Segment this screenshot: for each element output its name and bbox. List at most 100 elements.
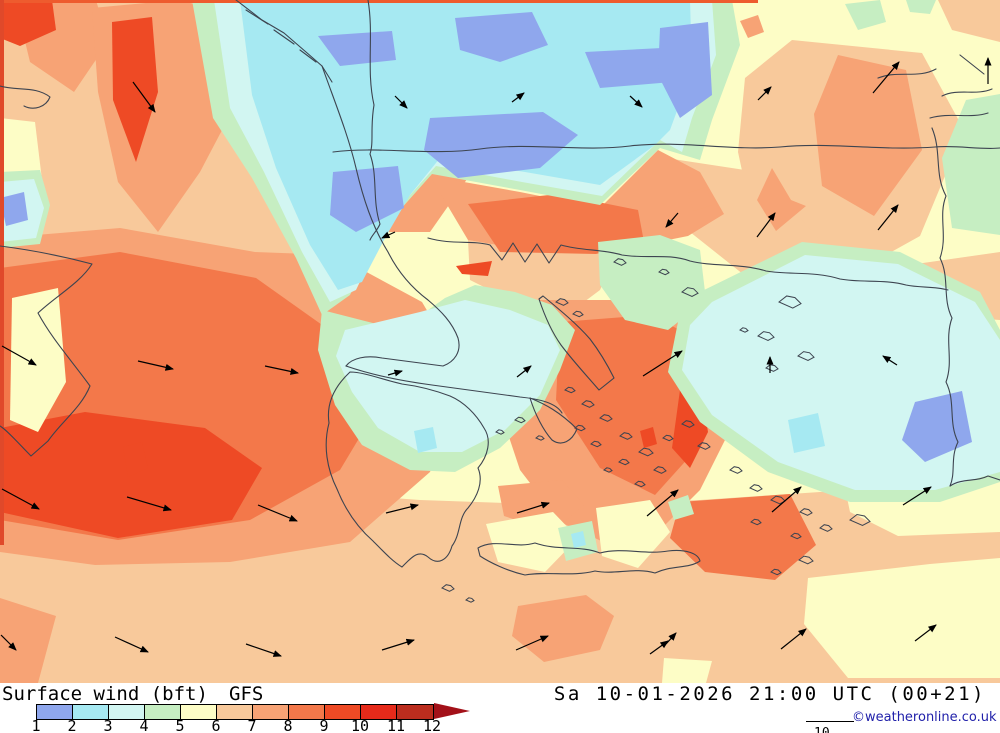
island-outline xyxy=(603,467,613,473)
wind-region-bft-2 xyxy=(414,427,437,453)
coastlines xyxy=(0,0,1000,603)
wind-region-bft-3 xyxy=(336,300,560,452)
coastline-path xyxy=(427,237,949,291)
colorbar-tick-label: 12 xyxy=(422,717,442,733)
wind-arrow-icon xyxy=(387,369,403,377)
colorbar-tick-label: 9 xyxy=(319,717,329,733)
island-outline xyxy=(681,420,695,428)
island-outline xyxy=(790,532,802,540)
colorbar-segment-8 xyxy=(289,705,325,719)
copyright-link[interactable]: ©weatheronline.co.uk xyxy=(852,710,997,725)
island-outline xyxy=(658,268,670,276)
colorbar-segment-9 xyxy=(325,705,361,719)
valid-datetime-label: Sa 10-01-2026 21:00 UTC (00+21) xyxy=(553,683,986,705)
wind-region-bft-4 xyxy=(598,235,706,330)
colorbar-tick-label: 10 xyxy=(350,717,370,733)
wind-region-bft-5 xyxy=(486,512,578,572)
island-outline xyxy=(619,432,633,440)
island-outline xyxy=(572,310,584,318)
wind-arrow-icon xyxy=(665,632,677,645)
wind-region-bft-7 xyxy=(688,187,712,211)
wind-arrow-icon xyxy=(516,501,550,514)
coastline-path xyxy=(0,85,51,109)
island-outline xyxy=(750,518,762,526)
colorbar-tick-label: 11 xyxy=(386,717,406,733)
model-label: GFS xyxy=(229,683,264,705)
wind-arrow-icon xyxy=(882,355,898,366)
island-outline xyxy=(798,555,814,565)
coastline-path xyxy=(245,9,317,63)
map-edge-strip xyxy=(0,0,4,545)
wind-arrow-icon xyxy=(511,92,525,103)
wind-arrow-icon xyxy=(780,628,807,650)
wind-region-bft-9 xyxy=(112,17,158,162)
island-outline xyxy=(778,295,802,309)
island-outline xyxy=(514,416,526,424)
colorbar-tick-label: 2 xyxy=(67,717,77,733)
wind-arrow-icon xyxy=(0,634,17,651)
beaufort-colorbar xyxy=(36,704,434,720)
wind-arrow-icon xyxy=(245,643,282,657)
island-outline xyxy=(613,258,627,266)
colorbar-segment-2 xyxy=(73,705,109,719)
wind-region-bft-5 xyxy=(804,558,1000,678)
wind-region-bft-5 xyxy=(10,288,66,432)
colorbar-segment-1 xyxy=(37,705,73,719)
colorbar-tick-label: 4 xyxy=(139,717,149,733)
wind-region-bft-9 xyxy=(123,442,148,477)
wind-arrow-icon xyxy=(394,95,408,109)
wind-arrow-icon xyxy=(757,86,772,101)
wind-arrow-icon xyxy=(646,489,679,517)
wind-region-bft-6 xyxy=(938,0,1000,42)
wind-region-bft-4 xyxy=(845,0,886,30)
island-outline xyxy=(599,414,613,422)
island-outline xyxy=(574,424,586,432)
coastline-path xyxy=(321,65,460,367)
island-outline xyxy=(697,442,711,450)
wind-region-bft-8 xyxy=(670,494,816,580)
wind-arrow-icon xyxy=(1,345,37,366)
wind-region-bft-7 xyxy=(740,15,764,38)
wind-arrow-icon xyxy=(665,212,679,228)
island-outline xyxy=(749,484,763,492)
colorbar-tick-label: 8 xyxy=(283,717,293,733)
wind-arrow-icon xyxy=(257,504,298,522)
island-outline xyxy=(849,513,871,527)
wind-region-bft-5 xyxy=(662,658,712,683)
wind-region-bft-9 xyxy=(456,261,492,276)
colorbar-segment-11 xyxy=(397,705,433,719)
island-outline xyxy=(465,597,475,603)
wind-speed-field xyxy=(0,0,1000,683)
coastline-path xyxy=(235,0,333,83)
island-outline xyxy=(770,568,782,576)
wind-region-bft-9 xyxy=(640,427,657,448)
wind-arrow-icon xyxy=(515,635,549,651)
island-outline xyxy=(590,440,602,448)
wind-region-bft-1 xyxy=(424,112,578,178)
coastline-path xyxy=(949,475,1000,487)
wind-arrows xyxy=(0,57,992,657)
colorbar-segment-7 xyxy=(253,705,289,719)
coastline-path xyxy=(529,397,578,444)
wind-region-bft-4 xyxy=(668,495,694,520)
coastline-path xyxy=(367,0,381,241)
wind-region-bft-2 xyxy=(788,413,825,453)
wind-vector-scale-label: 10 xyxy=(814,726,830,733)
coastline-path xyxy=(477,542,701,576)
colorbar-segment-4 xyxy=(145,705,181,719)
island-outline xyxy=(535,435,545,441)
island-outline xyxy=(770,495,786,505)
wind-region-bft-4 xyxy=(906,0,936,14)
wind-region-bft-1 xyxy=(318,31,396,66)
island-outline xyxy=(729,466,743,474)
wind-arrow-icon xyxy=(516,365,532,378)
wind-arrow-icon xyxy=(914,624,937,642)
coastline-path xyxy=(538,295,615,391)
island-outline xyxy=(618,458,630,466)
wind-arrow-icon xyxy=(137,360,174,371)
colorbar-segment-10 xyxy=(361,705,397,719)
wind-region-bft-1 xyxy=(658,22,712,118)
wind-region-bft-4 xyxy=(942,94,1000,235)
wind-region-bft-1 xyxy=(455,12,548,62)
